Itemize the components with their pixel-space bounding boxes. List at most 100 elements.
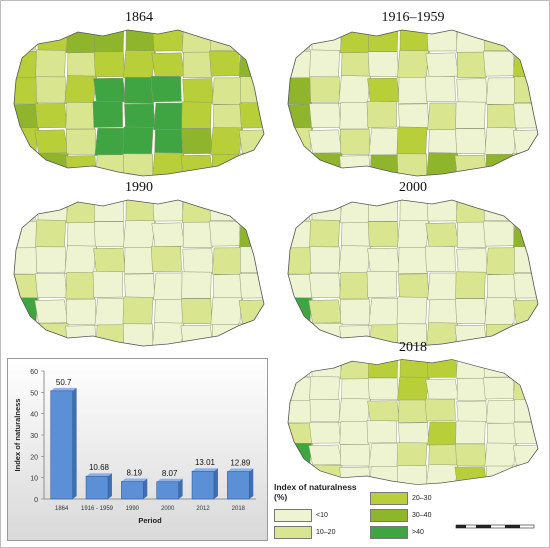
municipality-area	[213, 103, 243, 131]
legend-item-gt40: >40	[370, 526, 424, 539]
bar-value-label: 13.01	[195, 458, 216, 467]
municipality-area	[181, 271, 212, 299]
municipality-area	[427, 421, 459, 446]
municipality-area	[153, 272, 185, 301]
y-tick-label: 40	[30, 412, 38, 419]
municipality-area	[152, 200, 184, 222]
municipality-area	[456, 378, 487, 401]
municipality-area	[487, 103, 517, 131]
municipality-area	[125, 200, 156, 224]
municipality-area	[154, 129, 185, 156]
bar-value-label: 8.07	[162, 469, 178, 478]
municipality-area	[238, 152, 264, 176]
municipality-area	[124, 103, 156, 129]
municipality-polygons	[288, 30, 538, 176]
municipality-area	[487, 422, 517, 446]
municipality-area	[122, 323, 154, 346]
municipality-area	[455, 443, 487, 466]
municipality-area	[515, 359, 538, 379]
municipality-area	[308, 444, 343, 466]
municipality-area	[455, 128, 487, 154]
municipality-area	[65, 272, 97, 300]
municipality-area	[486, 77, 518, 105]
municipality-area	[515, 200, 538, 223]
municipality-area	[94, 297, 127, 327]
municipality-area	[339, 200, 372, 224]
municipality-area	[428, 299, 459, 326]
municipality-area	[35, 246, 66, 273]
municipality-area	[151, 152, 184, 176]
municipality-area	[398, 273, 430, 299]
municipality-area	[486, 247, 518, 275]
municipality-area	[455, 101, 486, 129]
y-tick-label: 20	[30, 454, 38, 461]
municipality-area	[14, 30, 36, 51]
municipality-polygons	[14, 30, 264, 176]
bar-top	[86, 473, 112, 477]
bar-top	[50, 387, 77, 391]
municipality-area	[425, 378, 459, 400]
municipality-area	[180, 154, 214, 176]
region-map-2018	[287, 359, 539, 485]
municipality-area	[239, 49, 264, 78]
municipality-area	[14, 273, 40, 300]
municipality-area	[366, 100, 397, 128]
legend-item-30-40: 30–40	[370, 509, 431, 522]
municipality-area	[397, 50, 429, 79]
municipality-area	[427, 272, 459, 301]
region-map-1916	[287, 29, 539, 177]
y-axis-label: Index of naturalness	[13, 399, 22, 472]
municipality-area	[339, 30, 372, 54]
municipality-area	[513, 273, 538, 299]
municipality-area	[152, 30, 184, 52]
municipality-area	[92, 100, 123, 128]
municipality-area	[424, 75, 456, 103]
municipality-area	[93, 221, 125, 247]
municipality-area	[513, 376, 538, 401]
municipality-area	[150, 75, 182, 103]
municipality-area	[123, 50, 155, 79]
bar-side	[178, 478, 183, 499]
municipality-area	[154, 299, 185, 326]
municipality-area	[396, 153, 428, 176]
y-tick-label: 60	[30, 369, 38, 376]
municipality-area	[209, 200, 240, 222]
map-panel-1916: 1916–1959	[282, 8, 544, 180]
municipality-area	[367, 247, 400, 273]
municipality-area	[397, 220, 429, 249]
y-tick-label: 30	[30, 433, 38, 440]
region-map-2000	[287, 199, 539, 347]
x-tick-label: 2012	[196, 506, 210, 512]
municipality-area	[368, 443, 401, 468]
municipality-area	[367, 377, 399, 400]
municipality-area	[241, 30, 264, 53]
bar-side	[213, 468, 218, 499]
municipality-area	[309, 76, 340, 103]
municipality-area	[483, 220, 515, 247]
municipality-area	[309, 219, 340, 248]
x-tick-label: 2000	[161, 506, 175, 512]
municipality-area	[512, 444, 538, 466]
municipality-area	[14, 77, 39, 105]
x-axis-label: Period	[138, 516, 162, 525]
municipality-area	[212, 247, 244, 275]
municipality-area	[94, 30, 125, 52]
municipality-area	[14, 103, 40, 130]
municipality-area	[238, 322, 264, 346]
bar-side	[72, 387, 77, 499]
bar-value-label: 12.89	[230, 459, 251, 468]
municipality-area	[288, 273, 314, 300]
municipality-area	[209, 30, 240, 52]
municipality-area	[65, 102, 97, 130]
municipality-area	[309, 246, 340, 273]
municipality-area	[512, 464, 538, 485]
municipality-area	[211, 154, 242, 176]
municipality-area	[181, 298, 213, 324]
municipality-area	[396, 465, 428, 485]
bar-value-label: 8.19	[127, 469, 143, 478]
municipality-area	[288, 400, 313, 424]
municipality-area	[340, 52, 372, 79]
municipality-area	[92, 270, 123, 298]
municipality-area	[122, 153, 154, 176]
municipality-area	[340, 222, 372, 249]
